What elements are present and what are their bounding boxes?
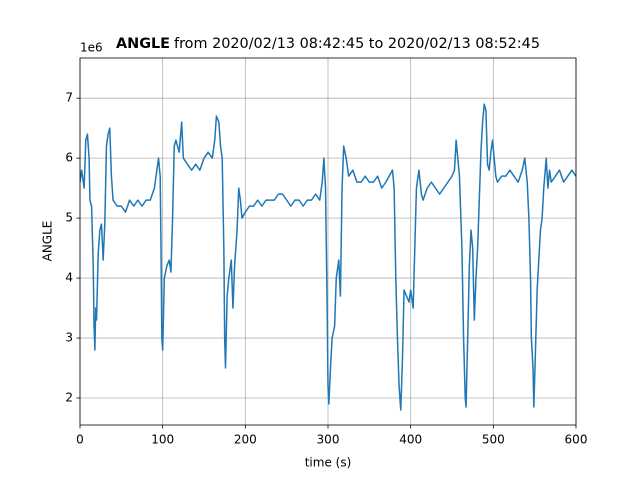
x-tick-label: 400: [399, 433, 422, 447]
y-tick-label: 6: [65, 151, 73, 165]
title-name: ANGLE: [116, 36, 170, 52]
ticks: 0 100 200 300 400 500 600 2 3 4 5 6 7: [65, 91, 587, 447]
x-axis-label: time (s): [305, 456, 352, 470]
x-tick-label: 300: [317, 433, 340, 447]
x-tick-label: 100: [151, 433, 174, 447]
x-tick-label: 500: [482, 433, 505, 447]
y-axis-label: ANGLE: [41, 221, 55, 262]
chart-title: ANGLE from 2020/02/13 08:42:45 to 2020/02…: [116, 36, 540, 52]
grid: [79, 58, 577, 425]
x-tick-label: 200: [234, 433, 257, 447]
data-line: [80, 103, 576, 411]
y-tick-label: 2: [65, 391, 73, 405]
title-rest: from 2020/02/13 08:42:45 to 2020/02/13 0…: [174, 36, 540, 52]
y-tick-label: 3: [65, 331, 73, 345]
y-tick-label: 7: [65, 91, 73, 105]
y-tick-label: 5: [65, 211, 73, 225]
x-tick-label: 0: [76, 433, 84, 447]
plot-area: [80, 103, 576, 411]
y-tick-label: 4: [65, 271, 73, 285]
x-tick-label: 600: [565, 433, 588, 447]
offset-label: 1e6: [80, 41, 103, 55]
